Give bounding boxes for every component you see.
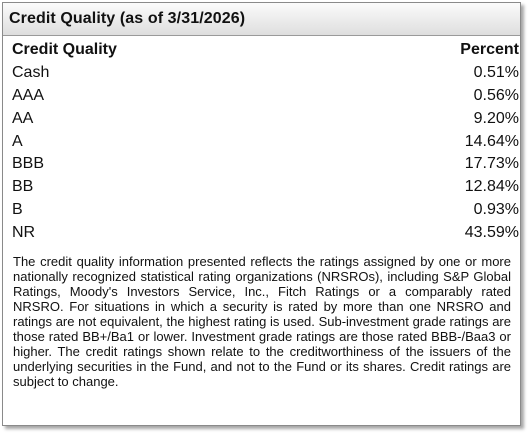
table-row: BB 12.84% <box>12 176 519 199</box>
table-row: BBB 17.73% <box>12 153 519 176</box>
rating-percent: 12.84% <box>464 178 519 196</box>
rating-label: AA <box>12 109 34 127</box>
table-row: Cash 0.51% <box>12 62 519 85</box>
rating-percent: 0.51% <box>473 64 519 82</box>
rating-label: A <box>12 132 23 150</box>
credit-quality-table: Credit Quality Percent Cash 0.51% AAA 0.… <box>12 39 519 244</box>
rating-label: BBB <box>12 155 45 173</box>
credit-quality-panel: Credit Quality (as of 3/31/2026) Credit … <box>2 2 521 426</box>
rating-percent: 0.93% <box>473 200 519 218</box>
panel-header: Credit Quality (as of 3/31/2026) <box>3 3 520 36</box>
table-row: A 14.64% <box>12 130 519 153</box>
rating-label: B <box>12 200 23 218</box>
column-header-credit-quality: Credit Quality <box>12 41 117 59</box>
rating-percent: 17.73% <box>464 155 519 173</box>
rating-label: Cash <box>12 64 50 82</box>
table-row: B 0.93% <box>12 199 519 222</box>
rating-label: AAA <box>12 86 45 104</box>
rating-percent: 14.64% <box>464 132 519 150</box>
rating-percent: 43.59% <box>464 223 519 241</box>
rating-percent: 0.56% <box>473 86 519 104</box>
rating-percent: 9.20% <box>473 109 519 127</box>
rating-label: BB <box>12 178 34 196</box>
rating-label: NR <box>12 223 36 241</box>
panel-title: Credit Quality (as of 3/31/2026) <box>9 10 246 27</box>
table-header-row: Credit Quality Percent <box>12 39 519 62</box>
table-row: AA 9.20% <box>12 107 519 130</box>
table-row: AAA 0.56% <box>12 85 519 108</box>
credit-quality-footnote: The credit quality information presented… <box>13 254 511 390</box>
column-header-percent: Percent <box>460 41 519 59</box>
table-row: NR 43.59% <box>12 221 519 244</box>
